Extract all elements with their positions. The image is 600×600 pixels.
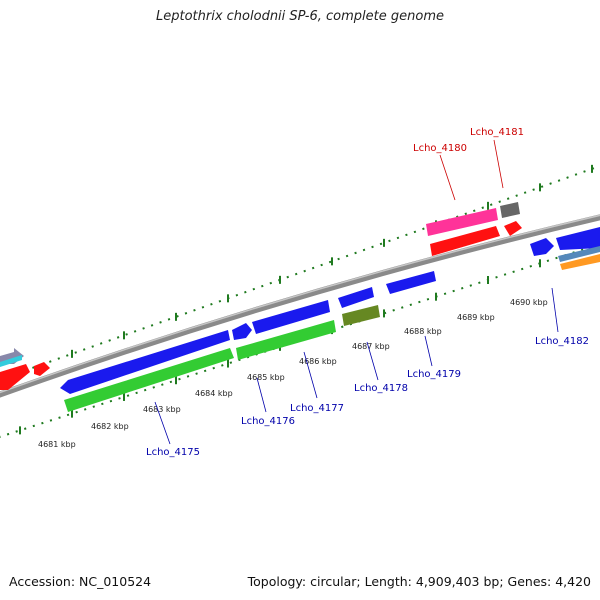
kbp-label: 4683 kbp (143, 405, 181, 414)
cds-left-red (0, 364, 30, 390)
gene-label-lcho4180[interactable]: Lcho_4180 (413, 143, 467, 154)
cds-lcho4182-small (530, 238, 554, 256)
cds-lcho4175-fwd (60, 330, 230, 394)
gene-label-lcho4178[interactable]: Lcho_4178 (354, 383, 408, 394)
kbp-label: 4686 kbp (299, 357, 337, 366)
kbp-labels: 4681 kbp 4682 kbp 4683 kbp 4684 kbp 4685… (38, 298, 548, 449)
leader-lcho4176 (256, 377, 267, 413)
gene-labels: Lcho_4175 Lcho_4176 Lcho_4177 Lcho_4178 … (146, 127, 589, 458)
leader-lcho4180 (439, 154, 456, 201)
accession-text: Accession: NC_010524 (9, 574, 152, 589)
gene-label-lcho4177[interactable]: Lcho_4177 (290, 403, 344, 414)
cds-lcho4179-fwd (386, 271, 436, 294)
gene-label-lcho4181[interactable]: Lcho_4181 (470, 127, 524, 138)
kbp-label: 4681 kbp (38, 440, 76, 449)
kbp-label: 4684 kbp (195, 389, 233, 398)
outer-tick-ring (0, 165, 600, 381)
kbp-label: 4690 kbp (510, 298, 548, 307)
leader-lcho4177 (303, 351, 318, 399)
kbp-label: 4689 kbp (457, 313, 495, 322)
cds-lcho4178-rev (342, 305, 380, 326)
gene-leader-lines (154, 139, 559, 445)
leader-lcho4181 (493, 139, 504, 189)
cds-lcho4176-fwd (232, 323, 252, 340)
major-ticks (19, 164, 593, 435)
cds-lcho4182 (556, 227, 600, 250)
kbp-label: 4687 kbp (352, 342, 390, 351)
cds-lcho4180 (426, 208, 498, 236)
gene-label-lcho4176[interactable]: Lcho_4176 (241, 416, 295, 427)
cds-lcho4177-rev (236, 320, 336, 360)
gene-label-lcho4182[interactable]: Lcho_4182 (535, 336, 589, 347)
cds-left-cyan (0, 355, 22, 367)
leader-lcho4179 (424, 335, 433, 367)
gene-label-lcho4175[interactable]: Lcho_4175 (146, 447, 200, 458)
cds-lcho4178-fwd (338, 287, 374, 308)
cds-right-orange (560, 254, 600, 270)
backbone-highlight (0, 214, 600, 394)
leader-lcho4182 (551, 287, 559, 333)
cds-lcho4177-fwd (252, 300, 330, 334)
genome-backbone (0, 214, 600, 398)
cds-lcho4175-rev (64, 348, 234, 412)
cds-lcho4181-red (504, 221, 522, 236)
cds-right-steel (558, 246, 600, 262)
cds-lcho4181 (500, 202, 520, 218)
leader-lcho4178 (366, 341, 379, 381)
gene-label-lcho4179[interactable]: Lcho_4179 (407, 369, 461, 380)
kbp-label: 4682 kbp (91, 422, 129, 431)
map-title: Leptothrix cholodnii SP-6, complete geno… (156, 9, 444, 24)
leader-lcho4175 (154, 401, 171, 445)
cds-left-red-small (34, 362, 50, 376)
kbp-label: 4688 kbp (404, 327, 442, 336)
cds-lcho4180-red (430, 226, 500, 256)
kbp-label: 4685 kbp (247, 373, 285, 382)
topology-summary-text: Topology: circular; Length: 4,909,403 bp… (247, 574, 591, 589)
